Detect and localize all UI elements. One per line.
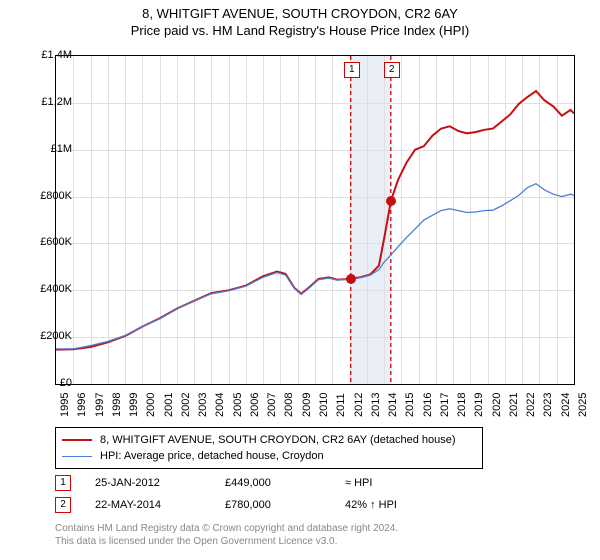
- x-axis-label: 2025: [577, 393, 589, 417]
- sale-marker-icon: 2: [384, 62, 400, 78]
- footer-line: Contains HM Land Registry data © Crown c…: [55, 522, 398, 535]
- chart-subtitle: Price paid vs. HM Land Registry's House …: [0, 21, 600, 42]
- sale-row: 1 25-JAN-2012 £449,000 ≈ HPI: [55, 472, 445, 494]
- x-axis-label: 2003: [197, 393, 209, 417]
- y-axis-label: £600K: [40, 236, 72, 248]
- x-axis-label: 2022: [525, 393, 537, 417]
- y-axis-label: £400K: [40, 283, 72, 295]
- footer-line: This data is licensed under the Open Gov…: [55, 535, 398, 548]
- legend-item-hpi: HPI: Average price, detached house, Croy…: [62, 448, 476, 464]
- x-axis-label: 2015: [404, 393, 416, 417]
- x-axis-label: 2001: [163, 393, 175, 417]
- y-axis-label: £1M: [51, 143, 72, 155]
- x-axis-label: 2007: [266, 393, 278, 417]
- sale-marker-icon: 1: [344, 62, 360, 78]
- x-axis-label: 2006: [249, 393, 261, 417]
- legend-swatch: [62, 456, 92, 457]
- x-axis-label: 2004: [214, 393, 226, 417]
- x-axis-label: 1995: [59, 393, 71, 417]
- y-axis-label: £800K: [40, 190, 72, 202]
- x-axis-label: 2020: [491, 393, 503, 417]
- x-axis-label: 2005: [232, 393, 244, 417]
- x-axis-label: 2013: [370, 393, 382, 417]
- sale-point: [346, 274, 356, 284]
- x-axis-label: 2019: [473, 393, 485, 417]
- sale-marker: 1: [55, 475, 71, 491]
- x-axis-label: 2010: [318, 393, 330, 417]
- x-axis-label: 2016: [422, 393, 434, 417]
- sale-date: 22-MAY-2014: [95, 499, 225, 511]
- x-axis-label: 2024: [560, 393, 572, 417]
- sale-point: [386, 196, 396, 206]
- y-axis-label: £1.4M: [41, 49, 72, 61]
- x-axis-label: 2021: [508, 393, 520, 417]
- legend-label: 8, WHITGIFT AVENUE, SOUTH CROYDON, CR2 6…: [100, 434, 456, 446]
- x-axis-label: 2002: [180, 393, 192, 417]
- y-axis-label: £200K: [40, 330, 72, 342]
- sale-vs-hpi: 42% ↑ HPI: [345, 499, 445, 511]
- sale-marker: 2: [55, 497, 71, 513]
- legend: 8, WHITGIFT AVENUE, SOUTH CROYDON, CR2 6…: [55, 427, 483, 469]
- x-axis-label: 2000: [145, 393, 157, 417]
- footer: Contains HM Land Registry data © Crown c…: [55, 522, 398, 548]
- x-axis-label: 2023: [542, 393, 554, 417]
- x-axis-label: 1999: [128, 393, 140, 417]
- legend-item-property: 8, WHITGIFT AVENUE, SOUTH CROYDON, CR2 6…: [62, 432, 476, 448]
- chart-container: 8, WHITGIFT AVENUE, SOUTH CROYDON, CR2 6…: [0, 0, 600, 560]
- x-axis-label: 1997: [94, 393, 106, 417]
- x-axis-label: 2008: [283, 393, 295, 417]
- sale-row: 2 22-MAY-2014 £780,000 42% ↑ HPI: [55, 494, 445, 516]
- x-axis-label: 2018: [456, 393, 468, 417]
- sale-vs-hpi: ≈ HPI: [345, 477, 445, 489]
- legend-swatch: [62, 439, 92, 441]
- line-layer: [56, 56, 574, 384]
- x-axis-label: 2017: [439, 393, 451, 417]
- sale-table: 1 25-JAN-2012 £449,000 ≈ HPI 2 22-MAY-20…: [55, 472, 445, 516]
- x-axis-label: 1996: [76, 393, 88, 417]
- x-axis-label: 1998: [111, 393, 123, 417]
- sale-price: £449,000: [225, 477, 345, 489]
- x-axis-label: 2011: [335, 393, 347, 417]
- x-axis-label: 2012: [353, 393, 365, 417]
- plot-area: 12: [55, 55, 575, 385]
- x-axis-label: 2014: [387, 393, 399, 417]
- chart-title: 8, WHITGIFT AVENUE, SOUTH CROYDON, CR2 6…: [0, 0, 600, 21]
- y-axis-label: £1.2M: [41, 96, 72, 108]
- y-axis-label: £0: [60, 377, 72, 389]
- sale-price: £780,000: [225, 499, 345, 511]
- legend-label: HPI: Average price, detached house, Croy…: [100, 450, 324, 462]
- sale-date: 25-JAN-2012: [95, 477, 225, 489]
- x-axis-label: 2009: [301, 393, 313, 417]
